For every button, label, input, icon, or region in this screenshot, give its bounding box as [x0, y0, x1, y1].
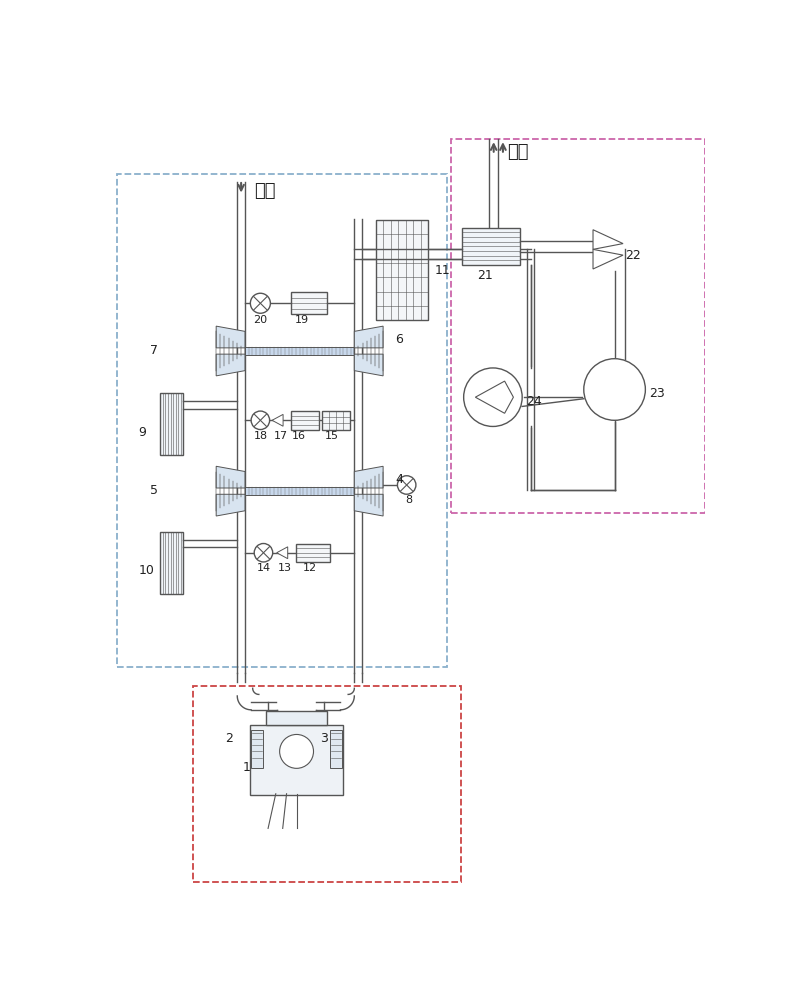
Bar	[160, 532, 183, 594]
Bar	[193, 686, 461, 882]
Text: 19: 19	[295, 315, 309, 325]
Text: 13: 13	[278, 563, 292, 573]
Bar	[251, 725, 343, 795]
Polygon shape	[216, 494, 245, 516]
Text: 23: 23	[649, 387, 665, 400]
Text: 18: 18	[254, 431, 268, 441]
Polygon shape	[354, 326, 383, 348]
Text: 2: 2	[225, 732, 233, 745]
Text: 4: 4	[395, 473, 403, 486]
Polygon shape	[354, 466, 383, 488]
Text: 7: 7	[150, 344, 158, 357]
Circle shape	[464, 368, 522, 426]
Text: 5: 5	[150, 484, 158, 497]
Text: 3: 3	[320, 732, 328, 745]
Polygon shape	[354, 494, 383, 516]
Bar	[245, 347, 354, 355]
Polygon shape	[216, 354, 245, 376]
Text: 17: 17	[274, 431, 288, 441]
Bar	[266, 711, 327, 725]
Circle shape	[251, 293, 270, 313]
Bar	[450, 139, 705, 513]
Text: 16: 16	[292, 431, 306, 441]
Polygon shape	[593, 230, 623, 249]
Polygon shape	[272, 414, 283, 426]
Polygon shape	[216, 466, 245, 488]
Text: 9: 9	[138, 426, 147, 439]
Text: 21: 21	[478, 269, 494, 282]
Bar	[291, 411, 319, 430]
Text: 6: 6	[395, 333, 403, 346]
Bar	[322, 411, 350, 430]
Bar	[160, 393, 183, 455]
Bar	[117, 174, 446, 667]
Circle shape	[252, 411, 270, 430]
Text: 10: 10	[138, 564, 155, 577]
Polygon shape	[476, 381, 513, 413]
Text: 8: 8	[405, 495, 413, 505]
Text: 11: 11	[435, 264, 450, 277]
Text: 24: 24	[526, 395, 542, 408]
Circle shape	[280, 734, 314, 768]
Bar	[291, 292, 327, 314]
Bar	[376, 220, 428, 320]
Bar	[330, 730, 342, 768]
Circle shape	[254, 544, 273, 562]
Bar	[462, 228, 520, 265]
Polygon shape	[593, 249, 623, 269]
Polygon shape	[216, 326, 245, 348]
Text: 14: 14	[257, 563, 271, 573]
Bar	[245, 487, 354, 495]
Text: 12: 12	[303, 563, 317, 573]
Text: 22: 22	[626, 249, 641, 262]
Text: 15: 15	[325, 431, 339, 441]
Text: 20: 20	[252, 315, 266, 325]
Text: 排气: 排气	[507, 143, 528, 161]
Text: 1: 1	[243, 761, 251, 774]
Polygon shape	[354, 354, 383, 376]
Bar	[296, 544, 329, 562]
Polygon shape	[277, 547, 288, 559]
Bar	[252, 730, 263, 768]
Circle shape	[398, 476, 416, 494]
Text: 进气: 进气	[254, 182, 276, 200]
Circle shape	[584, 359, 645, 420]
